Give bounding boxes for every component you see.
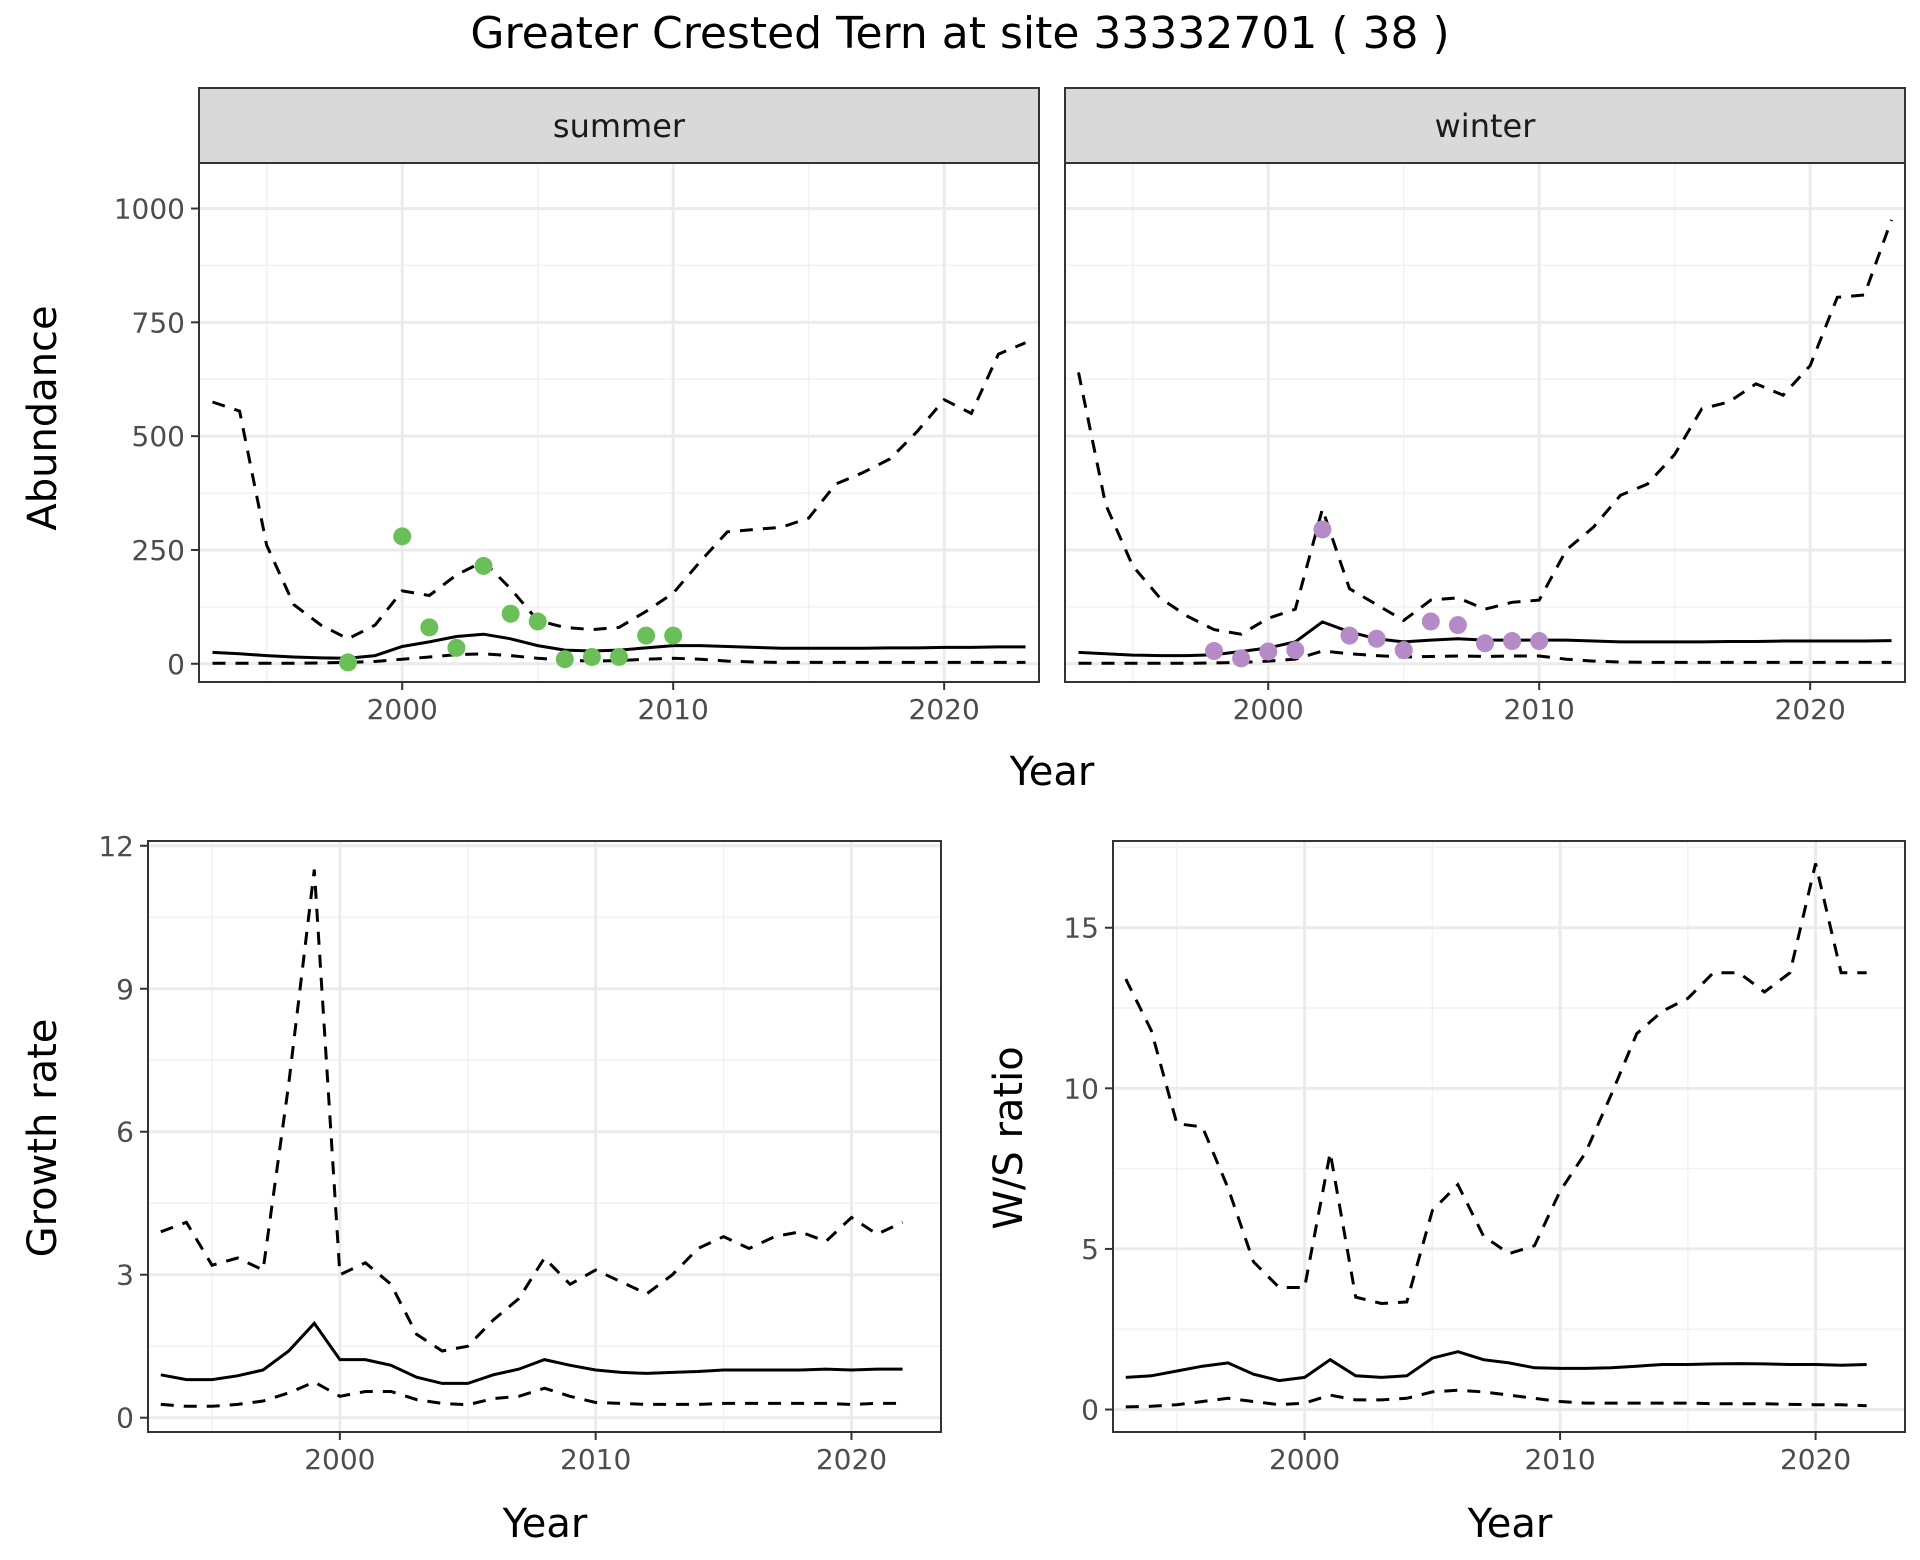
summer-y-tick-label: 500 [132,420,185,453]
ratio-x-tick-label: 2010 [1524,1443,1595,1476]
ratio-lower-ci-line [1125,1388,1867,1409]
summer-y-tick-label: 750 [132,306,185,339]
summer-upper-ci-line [212,341,1027,641]
ratio-panel-border [1112,840,1906,1433]
winter-lower-ci-line [1078,649,1892,665]
growth-estimate-line [160,1320,903,1385]
chart-title: Greater Crested Tern at site 33332701 ( … [470,8,1449,59]
winter-observed-point [1367,629,1386,648]
summer-observed-point [474,556,493,575]
summer-x-tick-label: 2020 [909,693,980,726]
winter-observed-point [1232,649,1251,668]
winter-observed-point [1421,612,1440,631]
growth-y-tick-label: 12 [98,830,134,863]
summer-observed-point [447,638,466,657]
winter-observed-point [1205,642,1224,661]
summer-y-tick-label: 250 [132,534,185,567]
ratio-x-axis-title: Year [1467,1501,1553,1547]
growth-panel-border [147,840,942,1433]
facet-strip-summer [198,87,1040,164]
growth-y-tick-label: 9 [116,973,134,1006]
winter-observed-point [1530,632,1549,651]
ratio-y-tick-label: 15 [1063,912,1099,945]
winter-x-tick-label: 2000 [1233,693,1304,726]
winter-observed-point [1313,520,1332,539]
growth-x-tick-label: 2010 [560,1443,631,1476]
winter-observed-point [1286,641,1305,660]
ratio-y-tick-label: 0 [1081,1394,1099,1427]
growth-y-axis-title: Growth rate [20,1019,66,1258]
plot-area-winter: 2000 2010 2020 [1064,162,1906,726]
abundance-y-axis-title: Abundance [20,305,66,530]
facet-label-winter: winter [1435,107,1537,145]
summer-x-tick-label: 2010 [638,693,709,726]
growth-y-tick-label: 3 [116,1259,134,1292]
summer-observed-point [339,653,358,672]
summer-y-tick-label: 0 [167,648,185,681]
winter-upper-ci-line [1077,219,1893,636]
ratio-y-axis-title: W/S ratio [986,1046,1032,1229]
winter-x-tick-label: 2020 [1775,693,1846,726]
winter-observed-point [1476,634,1494,653]
ratio-chart: 2000 2010 2020 0 5 10 15 W/S ratio Year [986,840,1906,1547]
summer-lower-ci-line [212,652,1026,665]
ratio-x-tick-label: 2000 [1269,1443,1340,1476]
winter-observed-point [1259,642,1278,661]
summer-observed-point [501,604,520,623]
winter-observed-point [1448,616,1467,635]
facet-winter: winter 2000 2010 2020 [1064,87,1906,726]
winter-x-tick-label: 2010 [1504,693,1575,726]
summer-observed-point [420,618,439,637]
plot-area-growth: 2000 2010 2020 0 3 6 9 12 [98,830,942,1476]
ratio-x-tick-label: 2020 [1780,1443,1851,1476]
summer-x-tick-label: 2000 [367,693,438,726]
facet-label-summer: summer [553,107,686,145]
winter-observed-point [1394,641,1413,660]
abundance-x-axis-title: Year [1009,749,1095,795]
growth-lower-ci-line [160,1380,903,1408]
summer-observed-point [664,626,683,645]
facet-summer: summer 2000 2010 2020 0 250 500 750 1000 [114,87,1040,726]
summer-panel-border [198,162,1040,683]
summer-y-tick-label: 1000 [114,193,185,226]
growth-upper-ci-line [160,869,904,1353]
growth-x-tick-label: 2020 [816,1443,887,1476]
growth-chart: 2000 2010 2020 0 3 6 9 12 Growth rate Year [20,830,942,1547]
summer-observed-point [555,650,574,669]
growth-x-axis-title: Year [502,1501,588,1547]
ratio-y-tick-label: 5 [1081,1233,1099,1266]
facet-strip-winter [1064,87,1906,164]
summer-observed-point [582,647,601,666]
ratio-estimate-line [1125,1350,1867,1383]
winter-panel-border [1064,162,1906,683]
summer-observed-point [610,647,628,666]
plot-area-ratio: 2000 2010 2020 0 5 10 15 [1063,840,1906,1476]
summer-observed-point [528,612,547,631]
plot-area-summer: 2000 2010 2020 0 250 500 750 1000 [114,162,1040,726]
winter-observed-point [1503,632,1522,651]
growth-y-tick-label: 0 [116,1402,134,1435]
ratio-y-tick-label: 10 [1063,1072,1099,1105]
summer-observed-point [637,626,656,645]
summer-observed-point [393,527,412,546]
ratio-upper-ci-line [1124,863,1867,1306]
winter-observed-point [1340,626,1359,645]
growth-y-tick-label: 6 [116,1116,134,1149]
abundance-chart: summer 2000 2010 2020 0 250 500 750 1000 winter… [20,87,1906,795]
growth-x-tick-label: 2000 [304,1443,375,1476]
